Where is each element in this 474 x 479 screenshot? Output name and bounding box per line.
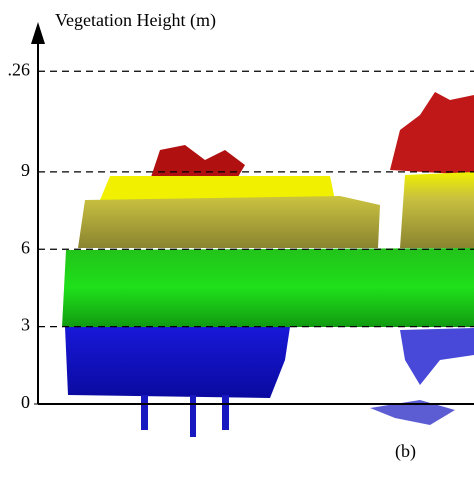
- y-tick-label: .26: [8, 59, 31, 79]
- panel-label: (b): [395, 441, 416, 462]
- y-tick-label: 9: [21, 160, 30, 180]
- y-tick-label: 6: [21, 237, 30, 257]
- point-cloud: [62, 92, 474, 437]
- chart-title: Vegetation Height (m): [55, 10, 216, 31]
- y-tick-label: 3: [21, 315, 30, 335]
- y-tick-label: 0: [21, 392, 30, 412]
- y-axis-arrow: [31, 22, 45, 44]
